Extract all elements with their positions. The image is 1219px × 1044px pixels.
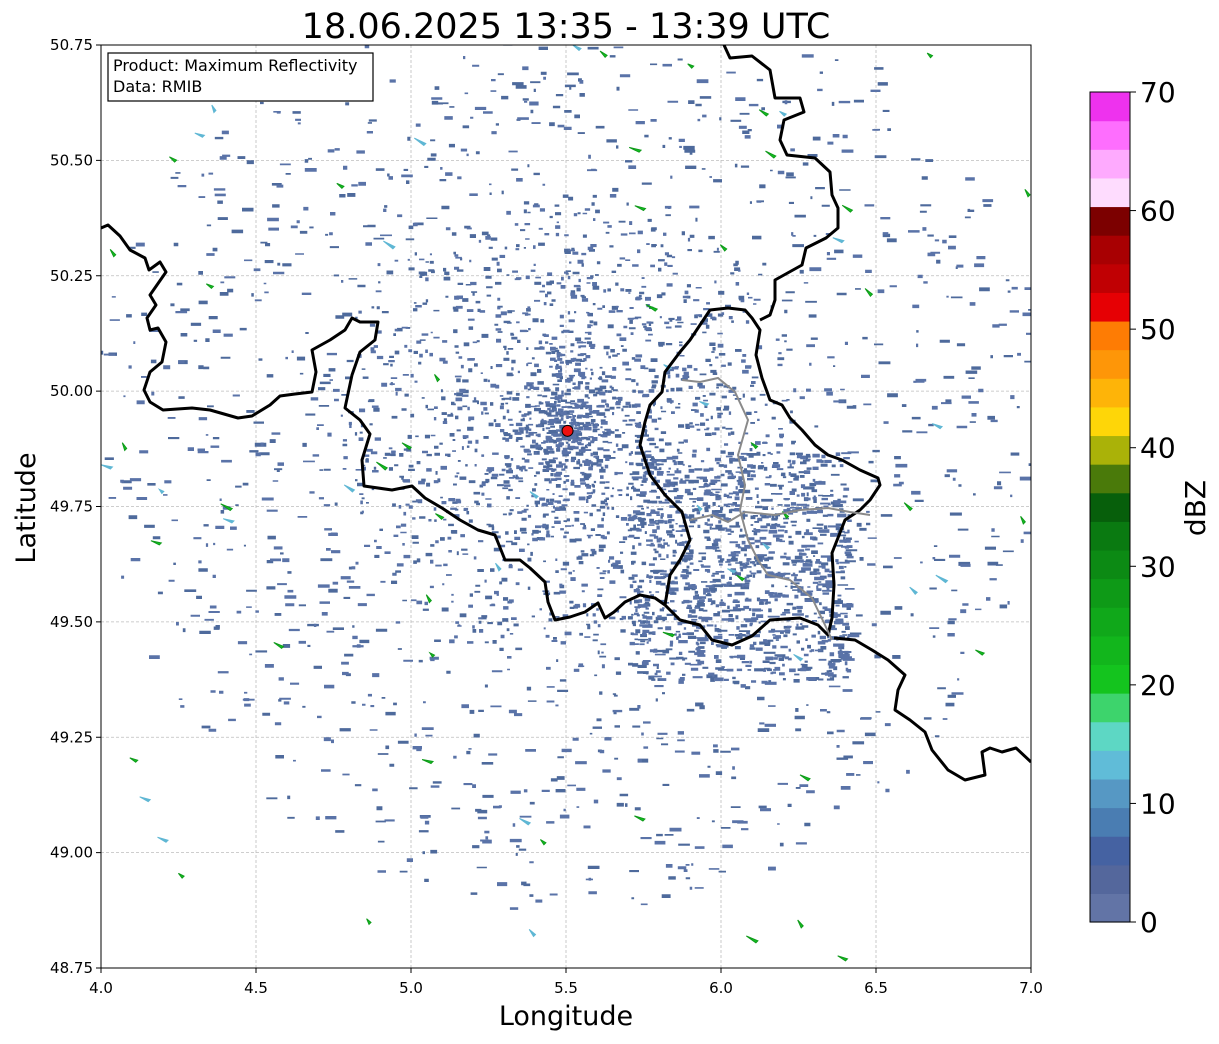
colorbar-tick-label: 10	[1140, 787, 1176, 820]
radar-site-marker	[561, 424, 574, 437]
border-belgium-france-west	[101, 223, 666, 622]
colorbar-tick-label: 0	[1140, 906, 1158, 939]
colorbar-label: dBZ	[1179, 480, 1212, 536]
colorbar-segment	[1090, 750, 1130, 780]
colorbar-segment	[1090, 349, 1130, 379]
colorbar-segment	[1090, 263, 1130, 293]
colorbar-segment	[1090, 778, 1130, 809]
colorbar-tick-label: 70	[1140, 76, 1176, 109]
colorbar-segment	[1090, 721, 1130, 751]
colorbar-segment	[1090, 406, 1130, 437]
colorbar-segment	[1090, 549, 1130, 580]
colorbar-segment	[1090, 435, 1130, 465]
x-tick-label: 4.5	[244, 979, 268, 997]
y-tick-label: 49.75	[50, 498, 93, 516]
border-germany-south	[833, 636, 1031, 782]
x-axis-ticks: 4.0 4.5 5.0 5.5 6.0 6.5 7.0	[89, 968, 1043, 997]
colorbar-frame	[1089, 91, 1131, 923]
colorbar-segment	[1090, 177, 1130, 208]
colorbar-segment	[1090, 378, 1130, 408]
echo-moderate	[101, 45, 949, 938]
colorbar-segment	[1090, 807, 1130, 837]
x-tick-label: 5.5	[554, 979, 578, 997]
colorbar-segment	[1090, 578, 1130, 608]
colorbar-segment	[1090, 492, 1130, 522]
colorbar-tick-label: 20	[1140, 669, 1176, 702]
colorbar-tick-label: 30	[1140, 550, 1176, 583]
x-tick-label: 4.0	[89, 979, 113, 997]
colorbar-segment	[1090, 664, 1130, 694]
colorbar-segment	[1090, 292, 1130, 322]
colorbar-segment	[1090, 120, 1130, 150]
map-area: Product: Maximum Reflectivity Data: RMIB	[100, 44, 1032, 969]
river-sauer	[689, 506, 871, 524]
colorbar	[1089, 91, 1131, 923]
country-borders	[101, 45, 1031, 782]
colorbar-segment	[1090, 92, 1130, 122]
colorbar-tick-label: 40	[1140, 432, 1176, 465]
colorbar-segment	[1090, 635, 1130, 666]
x-axis-label: Longitude	[499, 1001, 633, 1032]
colorbar-segment	[1090, 206, 1130, 236]
colorbar-tick-label: 50	[1140, 313, 1176, 346]
y-tick-label: 50.75	[50, 36, 93, 54]
info-box: Product: Maximum Reflectivity Data: RMIB	[107, 52, 374, 102]
x-tick-label: 6.0	[709, 979, 733, 997]
y-tick-label: 49.25	[50, 728, 93, 746]
colorbar-tick-label: 60	[1140, 195, 1176, 228]
y-axis-label: Latitude	[11, 452, 42, 563]
colorbar-segment	[1090, 836, 1130, 866]
radar-site-dot	[561, 424, 574, 437]
x-tick-label: 7.0	[1019, 979, 1043, 997]
y-tick-label: 49.50	[50, 613, 93, 631]
border-lux-be	[638, 306, 882, 647]
colorbar-segment	[1090, 893, 1130, 923]
y-tick-label: 50.00	[50, 382, 93, 400]
colorbar-segment	[1090, 607, 1130, 637]
grid-lines	[101, 45, 1031, 968]
colorbar-ticks: 0 10 20 30 40 50 60 70	[1130, 76, 1176, 939]
info-data: Data: RMIB	[113, 77, 202, 96]
figure-title: 18.06.2025 13:35 - 13:39 UTC	[302, 7, 831, 47]
colorbar-segment	[1090, 320, 1130, 351]
y-tick-label: 48.75	[50, 959, 93, 977]
reflectivity-echoes	[101, 45, 1031, 962]
colorbar-segment	[1090, 464, 1130, 494]
y-tick-label: 50.25	[50, 267, 93, 285]
info-product: Product: Maximum Reflectivity	[113, 56, 357, 75]
echo-strong	[109, 50, 1031, 962]
colorbar-segment	[1090, 521, 1130, 551]
colorbar-segment	[1090, 864, 1130, 894]
colorbar-segment	[1090, 235, 1130, 265]
colorbar-segment	[1090, 149, 1130, 179]
river-moselle	[681, 376, 833, 641]
y-tick-label: 49.00	[50, 844, 93, 862]
x-tick-label: 5.0	[399, 979, 423, 997]
y-tick-label: 50.50	[50, 151, 93, 169]
colorbar-segment	[1090, 693, 1130, 723]
x-tick-label: 6.5	[864, 979, 888, 997]
y-axis-ticks: 50.75 50.50 50.25 50.00 49.75 49.50 49.25 49.00…	[50, 36, 101, 977]
border-germany-north	[722, 45, 840, 322]
